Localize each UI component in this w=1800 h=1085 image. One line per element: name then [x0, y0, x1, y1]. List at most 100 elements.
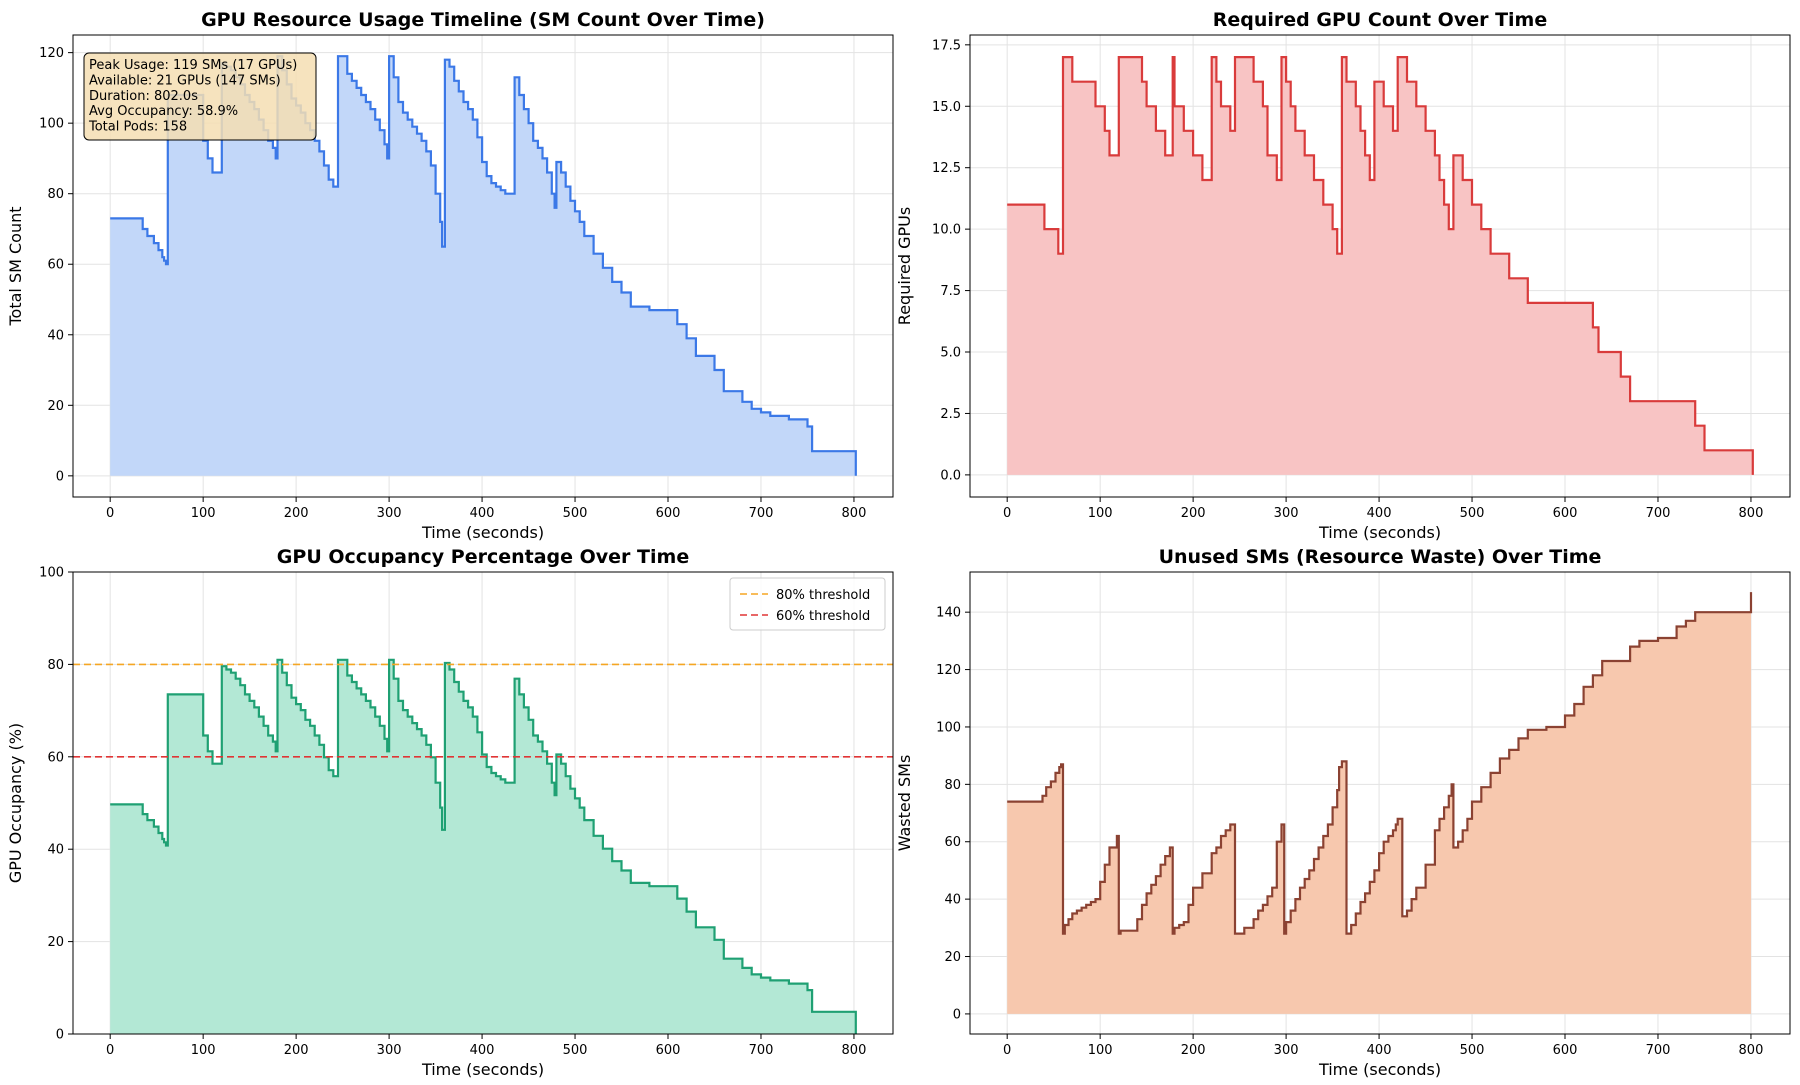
series-area — [110, 56, 856, 476]
x-tick-label: 400 — [470, 506, 495, 521]
x-tick-label: 700 — [1646, 506, 1671, 521]
x-tick-label: 300 — [1274, 506, 1299, 521]
info-box-bg — [83, 52, 317, 141]
y-axis-label: Wasted SMs — [895, 755, 914, 852]
y-tick-label: 0.0 — [940, 468, 961, 483]
x-tick-label: 300 — [1274, 1043, 1299, 1058]
x-tick-label: 200 — [1181, 506, 1206, 521]
y-axis-label: Required GPUs — [895, 207, 914, 325]
chart-title: GPU Resource Usage Timeline (SM Count Ov… — [201, 9, 765, 31]
x-tick-label: 800 — [842, 506, 867, 521]
y-axis-label: Total SM Count — [6, 206, 25, 326]
series-line — [1007, 592, 1753, 935]
series-line — [1007, 56, 1754, 475]
y-tick-label: 20 — [47, 935, 64, 950]
y-tick-label: 60 — [944, 835, 961, 850]
y-tick-label: 15.0 — [932, 100, 961, 115]
y-tick-label: 100 — [39, 566, 64, 581]
chart-title: Required GPU Count Over Time — [1213, 9, 1548, 31]
y-tick-label: 5.0 — [940, 346, 961, 361]
legend: 80% threshold 60% threshold — [729, 577, 886, 631]
x-tick-label: 0 — [1003, 1043, 1011, 1058]
legend-label: 60% threshold — [776, 609, 870, 624]
axes-frame — [72, 571, 894, 1035]
info-box: Peak Usage: 119 SMs (17 GPUs)Available: … — [83, 52, 317, 141]
y-tick-label: 100 — [39, 117, 64, 132]
info-box-line: Total Pods: 158 — [88, 120, 187, 135]
x-tick-label: 600 — [656, 506, 681, 521]
x-tick-label: 300 — [377, 1043, 402, 1058]
x-tick-label: 500 — [1460, 506, 1485, 521]
x-tick-label: 800 — [1739, 506, 1764, 521]
series-area — [1007, 57, 1753, 475]
y-axis-label: GPU Occupancy (%) — [6, 723, 25, 883]
y-axis: 0 20 40 60 80 100 120 — [39, 46, 73, 484]
y-axis: 0.0 2.5 5.0 7.5 10.0 12.5 15.0 17.5 — [932, 38, 970, 483]
y-tick-label: 80 — [47, 187, 64, 202]
subplot-4: 0 100 200 300 400 500 600 700 800 0 20 40 60 80 100 120… — [895, 546, 1791, 1079]
x-axis-label: Time (seconds) — [421, 523, 544, 542]
x-axis: 0 100 200 300 400 500 600 700 800 — [1003, 1034, 1763, 1058]
x-tick-label: 300 — [377, 506, 402, 521]
x-axis-label: Time (seconds) — [421, 1060, 544, 1079]
y-tick-label: 60 — [47, 750, 64, 765]
x-tick-label: 600 — [1553, 1043, 1578, 1058]
legend-label: 80% threshold — [776, 588, 870, 603]
y-tick-label: 20 — [944, 950, 961, 965]
y-tick-label: 60 — [47, 258, 64, 273]
x-tick-label: 0 — [1003, 506, 1011, 521]
y-tick-label: 0 — [953, 1007, 961, 1022]
y-tick-label: 80 — [47, 658, 64, 673]
y-tick-label: 7.5 — [940, 284, 961, 299]
info-box-line: Duration: 802.0s — [89, 89, 198, 104]
y-tick-label: 120 — [936, 663, 961, 678]
y-axis: 0 20 40 60 80 100 — [39, 566, 73, 1043]
x-tick-label: 100 — [191, 506, 216, 521]
x-tick-label: 100 — [191, 1043, 216, 1058]
y-tick-label: 40 — [944, 893, 961, 908]
x-tick-label: 200 — [1181, 1043, 1206, 1058]
axes-frame — [969, 571, 1791, 1035]
x-axis: 0 100 200 300 400 500 600 700 800 — [106, 1034, 866, 1058]
x-tick-label: 500 — [563, 506, 588, 521]
x-tick-label: 700 — [749, 1043, 774, 1058]
x-tick-label: 600 — [656, 1043, 681, 1058]
x-tick-label: 700 — [749, 506, 774, 521]
y-tick-label: 120 — [39, 46, 64, 61]
y-tick-label: 0 — [56, 1028, 64, 1043]
x-tick-label: 800 — [1739, 1043, 1764, 1058]
x-axis-label: Time (seconds) — [1318, 523, 1441, 542]
x-tick-label: 200 — [284, 1043, 309, 1058]
legend-box — [729, 577, 886, 631]
x-tick-label: 0 — [106, 506, 114, 521]
chart-title: Unused SMs (Resource Waste) Over Time — [1159, 546, 1602, 568]
series-area — [1007, 592, 1751, 1014]
x-axis-label: Time (seconds) — [1318, 1060, 1441, 1079]
y-tick-label: 10.0 — [932, 223, 961, 238]
x-tick-label: 100 — [1088, 506, 1113, 521]
x-tick-label: 700 — [1646, 1043, 1671, 1058]
y-tick-label: 2.5 — [940, 407, 961, 422]
info-box-line: Avg Occupancy: 58.9% — [89, 104, 238, 119]
x-tick-label: 200 — [284, 506, 309, 521]
x-tick-label: 500 — [563, 1043, 588, 1058]
x-tick-label: 500 — [1460, 1043, 1485, 1058]
info-box-line: Peak Usage: 119 SMs (17 GPUs) — [89, 58, 297, 73]
axes-frame — [72, 34, 894, 498]
x-tick-label: 600 — [1553, 506, 1578, 521]
y-tick-label: 17.5 — [932, 38, 961, 53]
y-tick-label: 40 — [47, 328, 64, 343]
y-axis: 0 20 40 60 80 100 120 140 — [936, 606, 970, 1022]
subplot-2: 0 100 200 300 400 500 600 700 800 0.0 2.5 5.0 7.5 10.… — [895, 9, 1791, 542]
x-tick-label: 800 — [842, 1043, 867, 1058]
x-tick-label: 0 — [106, 1043, 114, 1058]
y-tick-label: 0 — [56, 469, 64, 484]
x-tick-label: 400 — [470, 1043, 495, 1058]
x-tick-label: 100 — [1088, 1043, 1113, 1058]
x-axis: 0 100 200 300 400 500 600 700 800 — [1003, 497, 1763, 521]
y-tick-label: 100 — [936, 720, 961, 735]
info-box-line: Available: 21 GPUs (147 SMs) — [89, 73, 281, 88]
chart-title: GPU Occupancy Percentage Over Time — [277, 546, 689, 568]
